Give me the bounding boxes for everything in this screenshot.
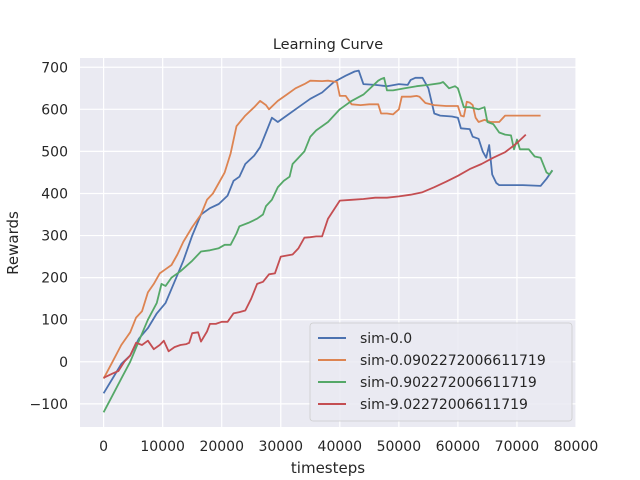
y-tick-label: 700 [41, 60, 68, 76]
legend-label: sim-0.0 [360, 331, 412, 347]
series-line [102, 76, 554, 413]
x-tick-label: 50000 [377, 439, 422, 455]
legend-label: sim-0.0902272006611719 [360, 353, 546, 369]
series-line [103, 133, 527, 379]
y-tick-label: 500 [41, 144, 68, 160]
x-tick-label: 40000 [318, 439, 363, 455]
x-tick-label: 10000 [140, 439, 185, 455]
legend-label: sim-9.02272006611719 [360, 397, 528, 413]
legend: sim-0.0 sim-0.0902272006611719 sim-0.902… [309, 322, 573, 422]
y-axis-label: Rewards [4, 211, 22, 275]
x-tick-label: 30000 [258, 439, 303, 455]
y-tick-label: 200 [41, 271, 68, 287]
x-tick-label: 0 [99, 439, 108, 455]
series-lines [102, 69, 554, 413]
y-tick-label: 100 [41, 313, 68, 329]
x-axis-label: timesteps [291, 459, 365, 477]
x-tick-label: 70000 [495, 439, 540, 455]
series-line [102, 69, 554, 394]
y-tick-label: −100 [30, 397, 68, 413]
y-tick-label: 400 [41, 186, 68, 202]
y-tick-label: 600 [41, 102, 68, 118]
x-tick-label: 60000 [436, 439, 481, 455]
x-tick-label: 80000 [554, 439, 599, 455]
x-tick-label: 20000 [199, 439, 244, 455]
y-tick-label: 300 [41, 229, 68, 245]
legend-box [309, 322, 573, 422]
legend-label: sim-0.902272006611719 [360, 375, 537, 391]
y-tick-label: 0 [59, 355, 68, 371]
series-line [102, 79, 541, 380]
chart-title: Learning Curve [273, 37, 383, 53]
tick-labels: 0 10000 20000 30000 40000 50000 60000 70000 8000… [30, 60, 599, 455]
